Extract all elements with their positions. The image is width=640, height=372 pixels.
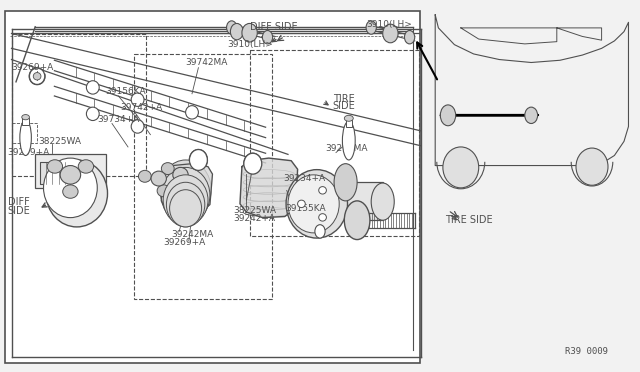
Text: 39209MA: 39209MA <box>325 144 367 153</box>
Bar <box>346 182 383 220</box>
Ellipse shape <box>86 107 99 121</box>
Ellipse shape <box>262 31 273 44</box>
Text: 3910(LH>: 3910(LH> <box>366 20 412 29</box>
Text: 39209+A: 39209+A <box>8 148 50 157</box>
Ellipse shape <box>344 201 370 240</box>
Bar <box>134 54 272 299</box>
Ellipse shape <box>138 170 151 182</box>
Text: 39242+A: 39242+A <box>234 214 276 223</box>
Text: TIRE: TIRE <box>333 94 355 104</box>
Ellipse shape <box>160 160 211 219</box>
Ellipse shape <box>157 185 170 197</box>
Text: 39234+A: 39234+A <box>283 174 325 183</box>
Ellipse shape <box>151 171 166 186</box>
Ellipse shape <box>161 163 174 174</box>
Text: 39155KA: 39155KA <box>285 204 325 213</box>
Text: 39742MA: 39742MA <box>186 58 228 67</box>
Bar <box>35 154 106 188</box>
Text: 39242MA: 39242MA <box>172 230 214 239</box>
Text: 3910(LH>: 3910(LH> <box>227 40 273 49</box>
Ellipse shape <box>344 115 353 121</box>
Polygon shape <box>240 158 298 218</box>
Bar <box>40 162 75 184</box>
Text: 39269+A: 39269+A <box>12 63 54 72</box>
Ellipse shape <box>230 23 243 40</box>
Bar <box>12 34 146 176</box>
Ellipse shape <box>334 164 357 201</box>
Ellipse shape <box>33 73 41 80</box>
Ellipse shape <box>383 24 398 43</box>
Ellipse shape <box>131 120 144 133</box>
Ellipse shape <box>342 121 355 160</box>
Ellipse shape <box>86 81 99 94</box>
Ellipse shape <box>170 190 202 227</box>
Text: SIDE: SIDE <box>8 206 31 217</box>
Ellipse shape <box>47 160 63 173</box>
Text: 39742+A: 39742+A <box>120 103 163 112</box>
Text: 39269+A: 39269+A <box>163 238 205 247</box>
Ellipse shape <box>244 153 262 174</box>
Ellipse shape <box>78 160 93 173</box>
Ellipse shape <box>319 214 326 221</box>
Ellipse shape <box>20 120 31 155</box>
Ellipse shape <box>163 175 208 225</box>
Ellipse shape <box>525 107 538 124</box>
Ellipse shape <box>29 68 45 84</box>
Ellipse shape <box>404 31 415 44</box>
Ellipse shape <box>315 225 325 238</box>
Ellipse shape <box>371 183 394 220</box>
Ellipse shape <box>22 115 29 120</box>
Bar <box>5 11 420 363</box>
Ellipse shape <box>440 105 456 126</box>
Ellipse shape <box>166 182 205 227</box>
Text: 39156KA: 39156KA <box>106 87 146 96</box>
Text: DIFF SIDE: DIFF SIDE <box>250 22 297 32</box>
Ellipse shape <box>443 147 479 188</box>
Ellipse shape <box>286 170 348 238</box>
Bar <box>22 118 29 125</box>
Ellipse shape <box>186 106 198 119</box>
Text: SIDE: SIDE <box>333 101 356 111</box>
Text: 38225WA: 38225WA <box>234 206 276 215</box>
Ellipse shape <box>60 166 81 184</box>
Ellipse shape <box>189 150 207 170</box>
Ellipse shape <box>173 167 188 182</box>
Ellipse shape <box>44 158 97 218</box>
Bar <box>346 120 352 127</box>
Bar <box>12 123 37 143</box>
Bar <box>250 50 419 236</box>
Ellipse shape <box>242 23 257 42</box>
Ellipse shape <box>46 160 108 227</box>
Ellipse shape <box>63 185 78 198</box>
Ellipse shape <box>288 175 339 233</box>
Text: R39 0009: R39 0009 <box>565 347 608 356</box>
Ellipse shape <box>227 21 237 34</box>
Ellipse shape <box>161 167 210 223</box>
Ellipse shape <box>576 148 608 185</box>
Text: TIRE SIDE: TIRE SIDE <box>445 215 492 225</box>
Text: DIFF: DIFF <box>8 197 29 207</box>
Text: 39734+A: 39734+A <box>97 115 140 124</box>
Polygon shape <box>161 164 212 213</box>
Text: 38225WA: 38225WA <box>38 137 81 146</box>
Ellipse shape <box>131 93 144 106</box>
Ellipse shape <box>319 187 326 194</box>
Ellipse shape <box>366 21 376 34</box>
Ellipse shape <box>298 200 305 208</box>
